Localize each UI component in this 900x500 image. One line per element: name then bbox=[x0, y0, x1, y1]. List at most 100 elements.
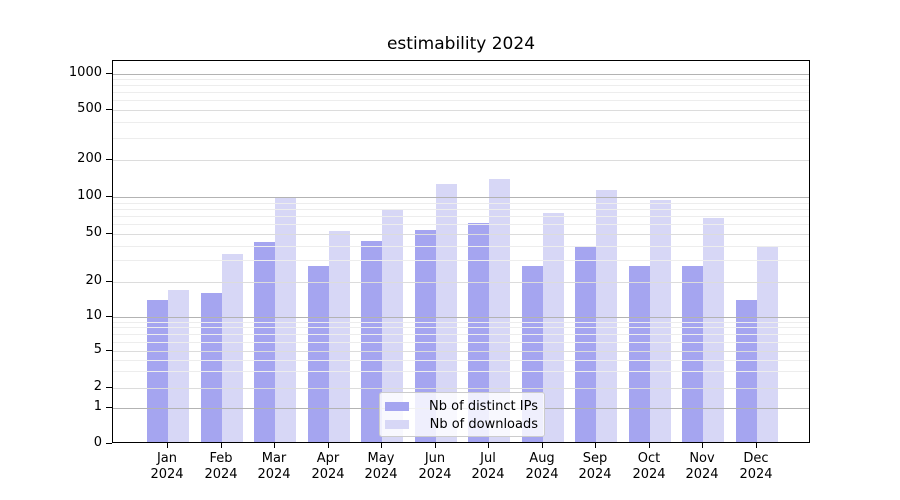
x-tick-mark bbox=[595, 443, 596, 448]
gridline bbox=[113, 342, 809, 343]
gridline bbox=[113, 234, 809, 235]
y-tick-label: 0 bbox=[93, 435, 102, 450]
y-tick-label: 2 bbox=[93, 378, 102, 394]
gridline bbox=[113, 282, 809, 283]
gridline bbox=[113, 388, 809, 389]
x-tick-label: Jul 2024 bbox=[458, 451, 518, 483]
x-tick-year: 2024 bbox=[471, 467, 505, 482]
bar-distinct-ips bbox=[628, 265, 650, 442]
gridline bbox=[113, 246, 809, 247]
legend-swatch bbox=[385, 401, 409, 411]
legend-swatch bbox=[385, 419, 409, 429]
gridline bbox=[113, 224, 809, 225]
gridline bbox=[113, 110, 809, 111]
legend-item: Nb of distinct IPs bbox=[385, 397, 538, 415]
y-tick-mark bbox=[106, 407, 112, 408]
gridline bbox=[113, 360, 809, 361]
gridline bbox=[113, 322, 809, 323]
legend-label: Nb of distinct IPs bbox=[429, 398, 538, 414]
y-tick-label: 1000 bbox=[68, 64, 102, 80]
x-tick-mark bbox=[221, 443, 222, 448]
bar-distinct-ips bbox=[468, 223, 489, 442]
bar-downloads bbox=[168, 289, 189, 442]
gridline bbox=[113, 85, 809, 86]
gridline bbox=[113, 209, 809, 210]
x-tick-label: Mar 2024 bbox=[244, 451, 304, 483]
bar-distinct-ips bbox=[200, 292, 222, 442]
bar-distinct-ips bbox=[682, 265, 703, 442]
gridline bbox=[113, 216, 809, 217]
gridline bbox=[113, 317, 809, 318]
y-tick-label: 200 bbox=[77, 151, 102, 166]
y-tick-mark bbox=[106, 281, 112, 282]
x-tick-mark bbox=[274, 443, 275, 448]
y-tick-mark bbox=[106, 233, 112, 234]
x-tick-mark bbox=[542, 443, 543, 448]
x-tick-year: 2024 bbox=[525, 467, 559, 482]
bar-downloads bbox=[489, 179, 510, 442]
x-tick-mark bbox=[702, 443, 703, 448]
gridline bbox=[113, 122, 809, 123]
x-tick-mark bbox=[381, 443, 382, 448]
x-tick-year: 2024 bbox=[685, 467, 719, 482]
bar-distinct-ips bbox=[254, 241, 275, 442]
y-tick-mark bbox=[106, 443, 112, 444]
chart-title: estimability 2024 bbox=[386, 34, 536, 54]
x-tick-mark bbox=[756, 443, 757, 448]
plot-area bbox=[112, 60, 810, 443]
bar-distinct-ips bbox=[361, 240, 382, 442]
x-tick-label: Feb 2024 bbox=[191, 451, 251, 483]
y-tick-mark bbox=[106, 109, 112, 110]
gridline bbox=[113, 371, 809, 372]
x-tick-month: Apr bbox=[316, 451, 340, 466]
x-tick-month: Oct bbox=[637, 451, 661, 466]
gridline bbox=[113, 260, 809, 261]
x-tick-year: 2024 bbox=[578, 467, 612, 482]
x-tick-label: Nov 2024 bbox=[672, 451, 732, 483]
x-tick-month: Nov bbox=[689, 451, 715, 466]
x-tick-mark bbox=[328, 443, 329, 448]
gridline bbox=[113, 92, 809, 93]
x-tick-month: Jul bbox=[480, 451, 496, 466]
x-tick-label: Jun 2024 bbox=[405, 451, 465, 483]
gridline bbox=[113, 203, 809, 204]
x-tick-mark bbox=[435, 443, 436, 448]
x-tick-mark bbox=[488, 443, 489, 448]
y-tick-mark bbox=[106, 159, 112, 160]
x-tick-month: Jun bbox=[424, 451, 446, 466]
x-tick-year: 2024 bbox=[150, 467, 184, 482]
x-tick-year: 2024 bbox=[739, 467, 773, 482]
gridline bbox=[113, 79, 809, 80]
gridline bbox=[113, 327, 809, 328]
x-tick-label: Apr 2024 bbox=[298, 451, 358, 483]
y-tick-label: 10 bbox=[85, 307, 102, 323]
x-tick-month: Sep bbox=[582, 451, 608, 466]
x-tick-label: May 2024 bbox=[351, 451, 411, 483]
x-tick-mark bbox=[649, 443, 650, 448]
x-tick-month: Jan bbox=[156, 451, 178, 466]
bar-downloads bbox=[435, 183, 457, 442]
gridline bbox=[113, 334, 809, 335]
x-tick-month: Mar bbox=[261, 451, 287, 466]
x-tick-mark bbox=[167, 443, 168, 448]
x-tick-year: 2024 bbox=[204, 467, 238, 482]
x-tick-year: 2024 bbox=[311, 467, 345, 482]
bar-distinct-ips bbox=[735, 299, 757, 442]
bar-downloads bbox=[596, 190, 617, 442]
y-tick-mark bbox=[106, 73, 112, 74]
legend-label: Nb of downloads bbox=[429, 416, 538, 432]
gridline bbox=[113, 138, 809, 139]
legend-item: Nb of downloads bbox=[385, 415, 538, 433]
bar-distinct-ips bbox=[147, 299, 168, 442]
gridline bbox=[113, 74, 809, 75]
x-tick-year: 2024 bbox=[632, 467, 666, 482]
x-tick-year: 2024 bbox=[418, 467, 452, 482]
y-tick-label: 20 bbox=[85, 272, 102, 288]
y-tick-label: 5 bbox=[93, 341, 102, 357]
gridline bbox=[113, 351, 809, 352]
bar-downloads bbox=[221, 253, 243, 442]
x-tick-label: Jan 2024 bbox=[137, 451, 197, 483]
bar-distinct-ips bbox=[307, 265, 329, 442]
x-tick-label: Dec 2024 bbox=[726, 451, 786, 483]
